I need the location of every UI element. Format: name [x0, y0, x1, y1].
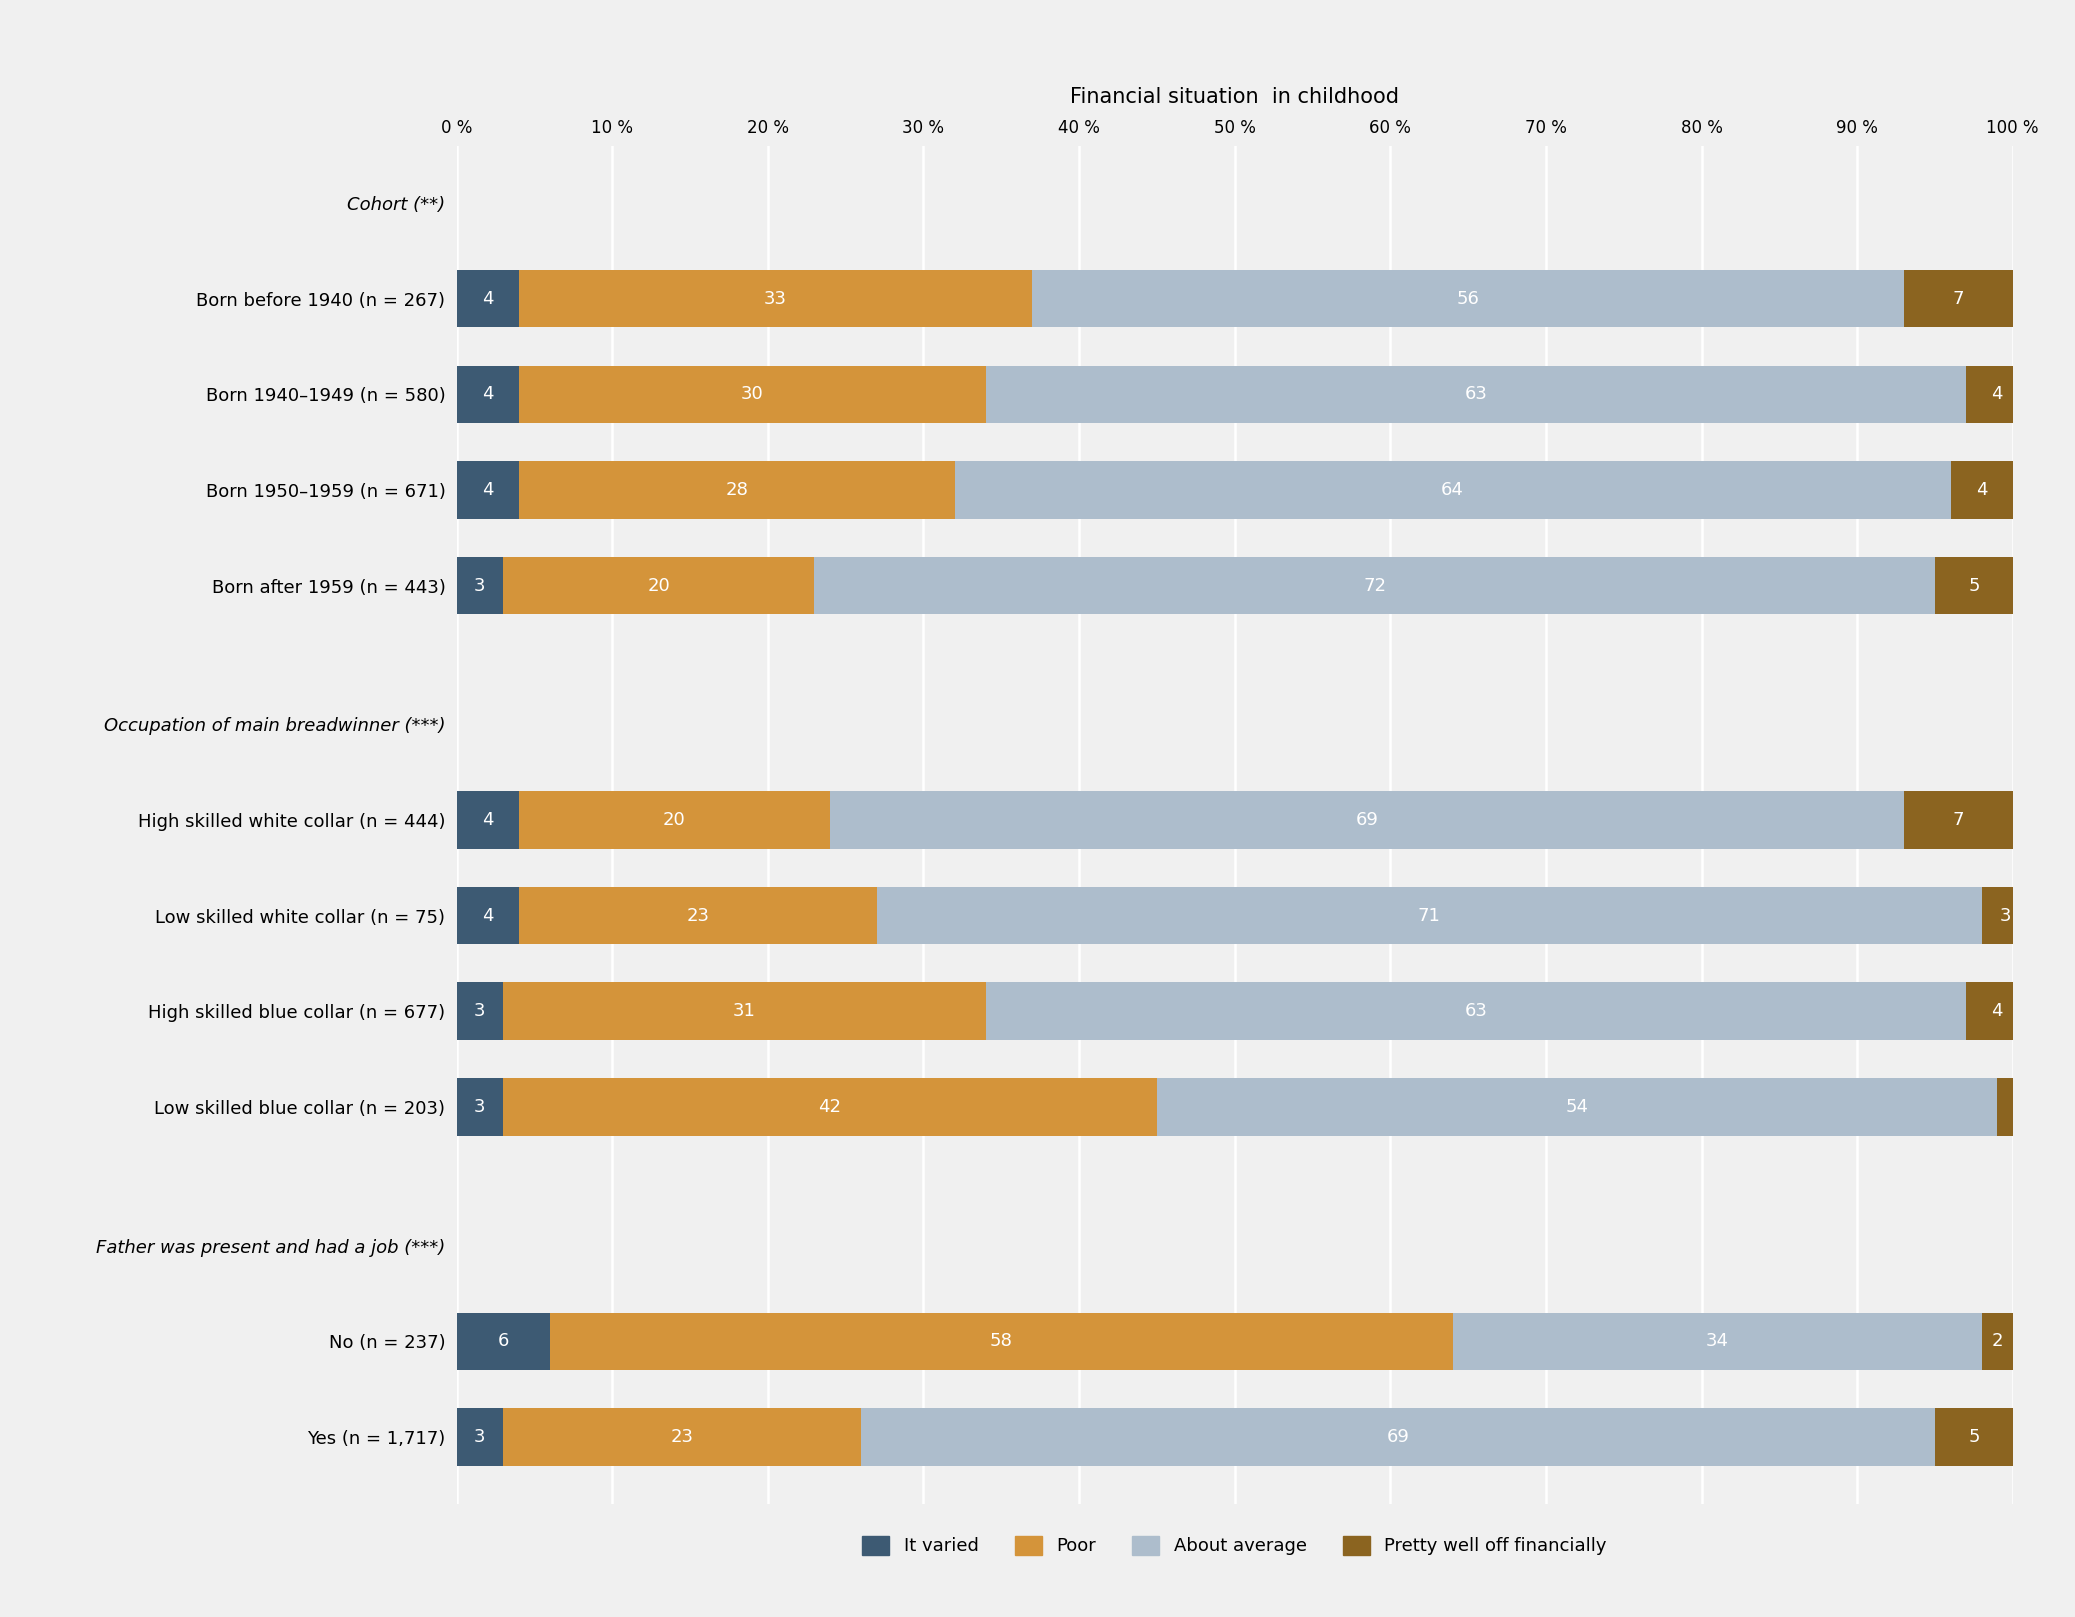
- Bar: [1905, 270, 2013, 327]
- Bar: [1158, 1079, 1996, 1135]
- Text: 4: 4: [481, 480, 494, 500]
- Bar: [456, 461, 519, 519]
- Bar: [1452, 1313, 1982, 1370]
- Bar: [861, 1408, 1934, 1465]
- Bar: [519, 270, 1033, 327]
- Text: 69: 69: [1386, 1428, 1409, 1446]
- Bar: [813, 556, 1934, 614]
- Bar: [502, 983, 986, 1040]
- Bar: [986, 365, 1967, 424]
- Text: 20: 20: [647, 577, 670, 595]
- Text: 69: 69: [1355, 810, 1378, 830]
- Text: 4: 4: [481, 810, 494, 830]
- Bar: [519, 365, 986, 424]
- Bar: [1982, 1313, 2013, 1370]
- Text: 4: 4: [1975, 480, 1988, 500]
- Text: 3: 3: [1998, 907, 2011, 925]
- Text: 42: 42: [818, 1098, 842, 1116]
- Text: 58: 58: [990, 1332, 1013, 1350]
- Text: 4: 4: [1992, 1003, 2002, 1020]
- Text: 6: 6: [498, 1332, 508, 1350]
- Bar: [456, 270, 519, 327]
- Bar: [954, 461, 1950, 519]
- Bar: [456, 1079, 502, 1135]
- Text: 64: 64: [1440, 480, 1465, 500]
- Bar: [1934, 1408, 2013, 1465]
- Text: 63: 63: [1465, 385, 1488, 403]
- Text: 2: 2: [1992, 1332, 2002, 1350]
- Text: 23: 23: [687, 907, 710, 925]
- Text: 7: 7: [1953, 810, 1965, 830]
- Bar: [502, 556, 813, 614]
- Legend: It varied, Poor, About average, Pretty well off financially: It varied, Poor, About average, Pretty w…: [855, 1530, 1614, 1562]
- Text: 34: 34: [1706, 1332, 1728, 1350]
- Text: 5: 5: [1967, 1428, 1980, 1446]
- Bar: [456, 983, 502, 1040]
- Bar: [1982, 886, 2027, 944]
- Bar: [519, 461, 954, 519]
- Text: 20: 20: [664, 810, 685, 830]
- Text: 4: 4: [481, 907, 494, 925]
- Bar: [502, 1408, 861, 1465]
- Bar: [1996, 1079, 2013, 1135]
- Bar: [456, 886, 519, 944]
- Bar: [550, 1313, 1452, 1370]
- Bar: [456, 1408, 502, 1465]
- Bar: [1934, 556, 2013, 614]
- Text: 3: 3: [473, 1003, 486, 1020]
- Bar: [1033, 270, 1905, 327]
- Bar: [502, 1079, 1158, 1135]
- Bar: [1967, 365, 2027, 424]
- Bar: [456, 556, 502, 614]
- Text: 30: 30: [741, 385, 764, 403]
- Bar: [519, 791, 830, 849]
- Text: 71: 71: [1417, 907, 1440, 925]
- Bar: [519, 886, 876, 944]
- Bar: [876, 886, 1982, 944]
- Text: 31: 31: [732, 1003, 755, 1020]
- Text: 23: 23: [670, 1428, 693, 1446]
- Text: 4: 4: [481, 385, 494, 403]
- Text: 5: 5: [1967, 577, 1980, 595]
- Bar: [456, 791, 519, 849]
- Text: 4: 4: [481, 289, 494, 307]
- Text: 3: 3: [473, 577, 486, 595]
- Title: Financial situation  in childhood: Financial situation in childhood: [1071, 87, 1399, 107]
- Bar: [1950, 461, 2013, 519]
- Text: 54: 54: [1565, 1098, 1589, 1116]
- Bar: [830, 791, 1905, 849]
- Bar: [456, 365, 519, 424]
- Text: 3: 3: [473, 1098, 486, 1116]
- Bar: [1905, 791, 2013, 849]
- Text: 4: 4: [1992, 385, 2002, 403]
- Text: 7: 7: [1953, 289, 1965, 307]
- Text: 3: 3: [473, 1428, 486, 1446]
- Text: 33: 33: [764, 289, 786, 307]
- Text: 72: 72: [1363, 577, 1386, 595]
- Bar: [1967, 983, 2027, 1040]
- Text: 28: 28: [724, 480, 749, 500]
- Text: 63: 63: [1465, 1003, 1488, 1020]
- Bar: [456, 1313, 550, 1370]
- Bar: [986, 983, 1967, 1040]
- Text: 56: 56: [1457, 289, 1479, 307]
